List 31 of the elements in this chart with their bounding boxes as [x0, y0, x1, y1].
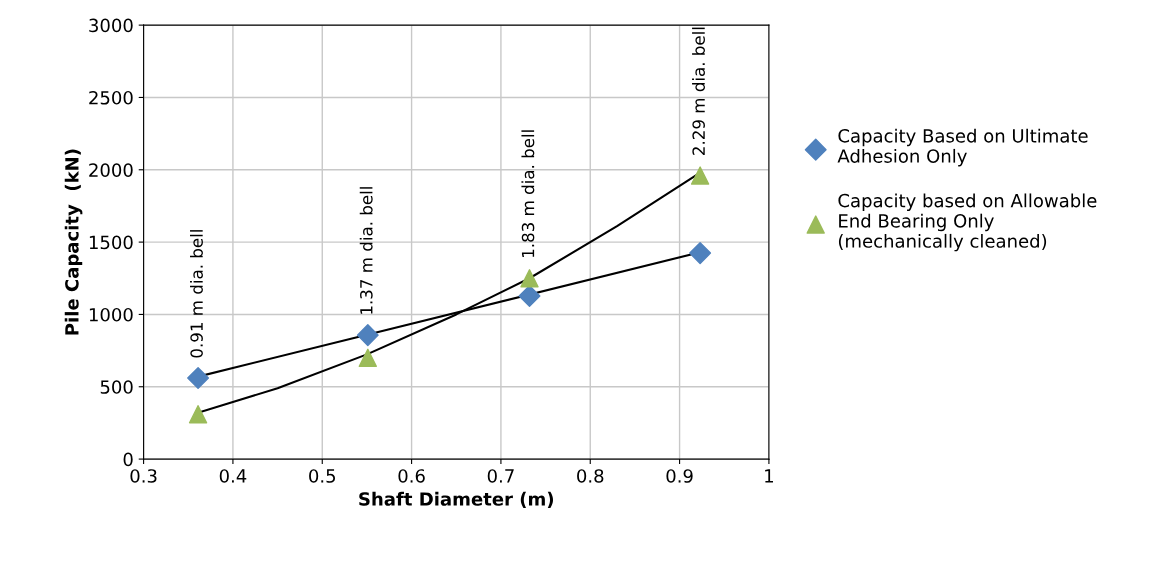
y-tick-label: 1500 — [89, 235, 133, 250]
x-tick-label: 0.7 — [487, 469, 514, 483]
y-tick-label: 2000 — [89, 163, 133, 177]
point — [187, 367, 210, 390]
point — [690, 166, 710, 185]
annotation: 0.91 m dia. bell — [190, 230, 203, 358]
y-tick-label: 500 — [100, 380, 133, 394]
y-tick-label: 3000 — [89, 18, 133, 33]
point — [188, 405, 208, 424]
y-tick-label: 0 — [123, 452, 133, 467]
point — [518, 285, 541, 308]
x-tick-label: 0.6 — [398, 469, 425, 483]
point — [689, 242, 712, 265]
x-tick-label: 0.8 — [577, 469, 604, 483]
x-tick-label: 0.5 — [309, 469, 336, 483]
x-tick-label: 0.4 — [219, 469, 247, 483]
legend-label: Capacity Based on Ultimate Adhesion Only — [837, 128, 1088, 167]
y-tick-label: 1000 — [89, 307, 133, 322]
point — [520, 269, 539, 288]
y-tick-label: 2500 — [89, 90, 133, 105]
x-tick-label: 0.3 — [130, 469, 157, 483]
point — [356, 324, 379, 347]
y-axis-title: Pile Capacity (kN) — [64, 149, 83, 335]
point — [358, 348, 378, 368]
x-tick-label: 1 — [765, 469, 773, 483]
x-tick-label: 0.9 — [666, 469, 693, 483]
annotation: 1.37 m dia. bell — [359, 187, 373, 314]
annotation: 2.29 m dia. bell — [692, 27, 705, 155]
annotation: 1.83 m dia. bell — [521, 130, 535, 257]
legend-label: Capacity based on Allowable End Bearing Only (mechanically cleaned) — [838, 193, 1097, 252]
x-axis-title: Shaft Diameter (m) — [359, 491, 554, 508]
